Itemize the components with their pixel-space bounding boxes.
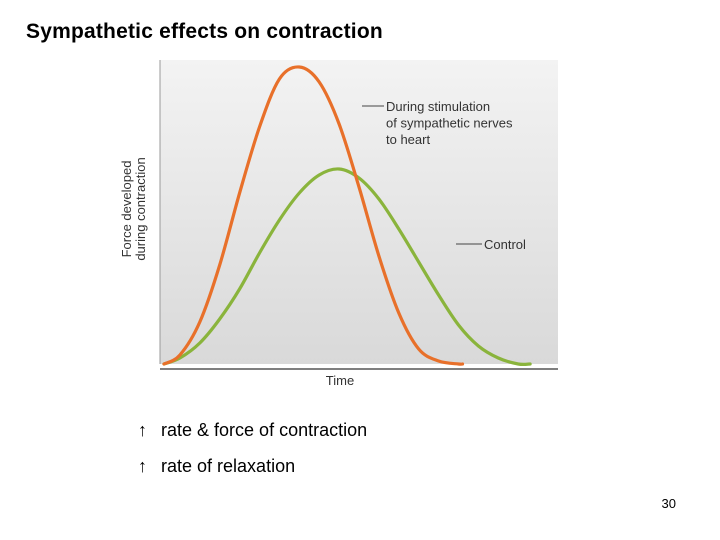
- annotation-control-text: Control: [484, 237, 526, 252]
- slide-title: Sympathetic effects on contraction: [26, 20, 383, 43]
- page-number: 30: [661, 496, 676, 511]
- bullet-item-rate-force: ↑ rate & force of contraction: [138, 420, 367, 441]
- bullet-text: rate of relaxation: [161, 456, 296, 476]
- up-arrow-icon: ↑: [138, 456, 147, 476]
- bullet-item-relaxation: ↑ rate of relaxation: [138, 456, 295, 477]
- annotation-sympathetic-text: During stimulation: [386, 99, 490, 114]
- annotation-sympathetic-text: to heart: [386, 132, 430, 147]
- force-time-chart: During stimulation of sympathetic nervest…: [119, 60, 558, 388]
- bullet-text: rate & force of contraction: [161, 420, 368, 440]
- up-arrow-icon: ↑: [138, 420, 147, 440]
- series-line-control: [162, 167, 532, 367]
- y-axis-label: Force developed during contraction: [119, 157, 148, 260]
- annotation-sympathetic-text: of sympathetic nerves: [386, 116, 513, 131]
- y-axis-label-line: Force developed: [119, 161, 134, 258]
- x-axis-label: Time: [326, 373, 354, 388]
- series-line-sympathetic-stimulation: [162, 65, 465, 366]
- y-axis-label-line: during contraction: [133, 157, 148, 260]
- plot-area: [160, 60, 558, 364]
